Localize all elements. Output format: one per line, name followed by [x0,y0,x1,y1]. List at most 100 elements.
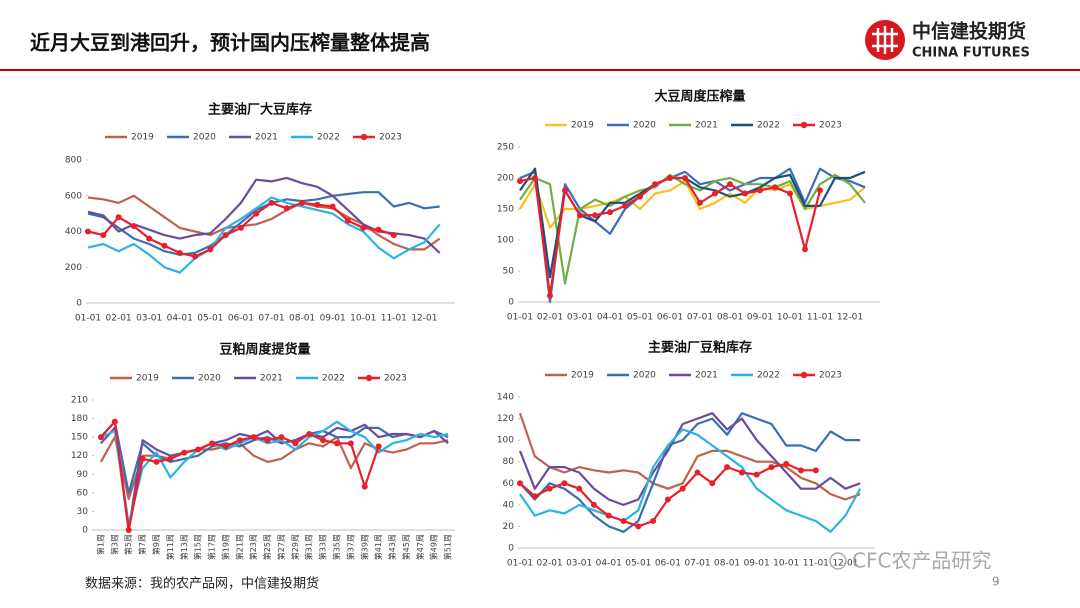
legend-label: 2019 [571,121,594,131]
y-tick-label: 80 [503,457,515,467]
data-point [709,480,716,487]
data-point [712,190,718,197]
y-tick-label: 200 [65,263,82,273]
data-point [637,193,643,200]
y-tick-label: 0 [508,298,514,308]
data-point [607,209,613,216]
x-tick-label: 第49周 [429,534,439,560]
data-point [652,181,658,188]
x-tick-label: 第13周 [179,534,189,560]
x-tick-label: 第23周 [248,534,258,560]
x-tick-label: 第51周 [443,534,453,560]
y-tick-label: 150 [497,205,514,215]
y-tick-label: 200 [497,174,514,184]
data-point [768,464,775,471]
data-point [547,292,553,299]
x-tick-label: 第47周 [415,534,425,560]
series-line [100,423,449,532]
x-tick-label: 05-01 [625,559,651,569]
data-point [195,446,202,453]
x-tick-label: 05-01 [197,314,223,324]
data-point [139,455,146,462]
x-tick-label: 第1周 [95,534,105,555]
data-point [798,467,805,474]
x-tick-label: 12-01 [837,313,863,323]
series-line [518,412,861,506]
legend-label: 2020 [193,133,216,143]
x-tick-label: 04-01 [597,313,623,323]
y-tick-label: 140 [497,393,514,403]
x-tick-label: 09-01 [747,313,773,323]
x-tick-label: 11-01 [807,313,833,323]
x-tick-label: 03-01 [566,559,592,569]
data-point [561,480,568,487]
y-tick-label: 600 [65,191,82,201]
legend-label: 2022 [317,133,340,143]
data-point [222,232,229,239]
data-point [146,235,153,242]
series-line [87,196,441,274]
x-tick-label: 第25周 [262,534,272,560]
data-point [268,199,275,206]
x-tick-label: 11-01 [381,314,407,324]
data-point [727,181,733,188]
y-tick-label: 400 [65,227,82,237]
y-tick-label: 250 [497,143,514,153]
data-point [590,501,597,508]
x-tick-label: 第9周 [151,534,161,555]
data-point [333,440,340,447]
data-point [390,232,397,239]
data-point [192,253,199,260]
x-tick-label: 第7周 [137,534,147,555]
legend-label: 2021 [695,371,718,381]
data-point [375,443,382,450]
data-point [812,467,819,474]
data-point [361,483,368,490]
chart: 大豆周度压榨量 0 50 100 150 200 250 01-01 02-01 03-01 04-… [497,89,880,323]
y-tick-label: 30 [77,507,89,517]
data-point [546,485,553,492]
legend-label: 2019 [136,374,159,384]
data-point [292,440,299,447]
x-tick-label: 02-01 [537,313,563,323]
legend-label: 2023 [379,133,402,143]
x-tick-label: 第21周 [234,534,244,560]
data-point [605,512,612,519]
data-point [237,224,244,231]
y-tick-label: 0 [82,526,88,536]
x-tick-label: 第33周 [318,534,328,560]
chart-title: 主要油厂豆粕库存 [648,340,752,356]
data-point [283,205,290,212]
data-point [130,223,137,230]
data-point [694,469,701,476]
data-point [738,469,745,476]
data-point [278,434,285,441]
y-tick-label: 100 [497,236,514,246]
logo-en: CHINA FUTURES [912,46,1030,61]
data-point [264,437,271,444]
x-tick-label: 02-01 [537,559,563,569]
y-tick-label: 90 [77,470,89,480]
data-point [802,246,808,253]
x-tick-label: 12-01 [411,314,437,324]
x-tick-label: 第11周 [165,534,175,560]
legend-label: 2023 [384,374,407,384]
data-point [772,184,778,191]
y-tick-label: 50 [503,267,515,277]
data-point [667,175,673,181]
data-point [85,228,91,235]
x-tick-label: 10-01 [350,314,376,324]
y-tick-label: 120 [497,414,514,424]
y-tick-label: 800 [65,156,82,166]
legend-label: 2020 [633,121,656,131]
data-point [181,449,188,456]
legend-label: 2022 [757,371,780,381]
data-point [344,217,351,224]
data-point [222,443,229,450]
x-tick-label: 第39周 [359,534,369,560]
data-point [314,201,321,208]
legend-label: 2023 [819,371,842,381]
x-tick-label: 06-01 [655,559,681,569]
legend-label: 2019 [571,371,594,381]
